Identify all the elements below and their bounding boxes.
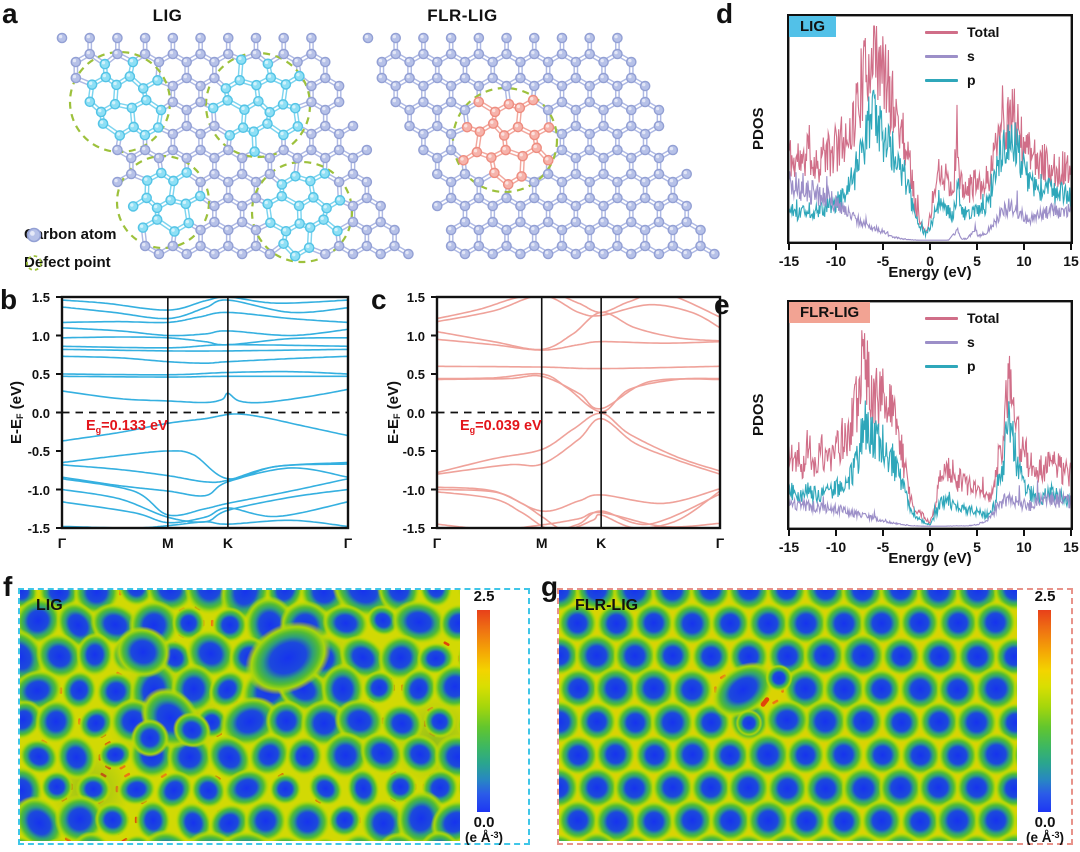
p-line-swatch <box>925 364 958 368</box>
legend-label-defect-point: Defect point <box>24 254 111 271</box>
band-x-tick-b-0: Γ <box>57 535 67 551</box>
band-lines <box>437 297 720 528</box>
band-structure-plot-flr <box>431 295 722 530</box>
band-y-tick-c-2: 0.5 <box>406 367 425 382</box>
pdos-d-legend-total: Total <box>925 24 999 40</box>
density-map-lig-border <box>18 588 530 845</box>
panel-label-f: f <box>3 571 13 602</box>
pdos-x-tick-e-3: 0 <box>926 539 934 555</box>
pdos-e-legend-s: s <box>925 334 975 350</box>
pdos-e-x-axis-label: Energy (eV) <box>888 550 972 567</box>
colorbar-flr-min: 0.0 <box>1034 814 1056 831</box>
legend-label-total: Total <box>967 310 1000 326</box>
pdos-x-tick-d-3: 0 <box>926 253 934 269</box>
panel-label-c: c <box>371 284 387 315</box>
pdos-lig-badge: LIG <box>789 16 836 37</box>
band-y-tick-b-1: 1.0 <box>31 328 50 344</box>
s-line-swatch <box>925 54 958 58</box>
colorbar-lig-min: 0.0 <box>473 814 495 831</box>
band-x-tick-c-1: M <box>535 535 548 551</box>
density-map-flr-border <box>557 588 1073 845</box>
legend-label-s: s <box>967 48 975 64</box>
charge-density-map-flr <box>559 590 1017 841</box>
legend-label-carbon-atom: Carbon atom <box>24 226 117 243</box>
band-y-tick-c-5: -1.0 <box>402 482 425 498</box>
pdos-d-y-axis-label: PDOS <box>750 107 767 151</box>
band-gap-annotation-lig: Eg=0.133 eV <box>86 418 168 435</box>
legend-label-total: Total <box>967 24 1000 40</box>
total-line-swatch <box>925 316 958 320</box>
pdos-d-legend-s: s <box>925 48 975 64</box>
pdos-x-tick-e-1: -10 <box>825 539 847 555</box>
pdos-d-x-axis-label: Energy (eV) <box>888 264 972 281</box>
pdos-x-tick-e-5: 10 <box>1016 539 1032 555</box>
flr-structure-title: FLR-LIG <box>427 6 498 25</box>
band-gap-annotation-flr: Eg=0.039 eV <box>460 418 542 435</box>
band-y-tick-c-4: -0.5 <box>402 444 425 459</box>
pdos-x-tick-d-6: 15 <box>1063 253 1079 269</box>
colorbar-flr-unit: (e Å-3) <box>1025 830 1065 845</box>
pdos-x-tick-d-0: -15 <box>778 253 800 269</box>
band-y-tick-c-6: -1.5 <box>402 521 425 536</box>
density-map-flr-label: FLR-LIG <box>575 597 639 614</box>
pdos-flr-badge: FLR-LIG <box>789 302 871 323</box>
pdos-x-tick-d-1: -10 <box>825 253 847 269</box>
colorbar-lig <box>477 610 490 812</box>
lig-structure-title: LIG <box>152 6 183 25</box>
pdos-x-tick-e-2: -5 <box>876 539 890 555</box>
s-line-swatch <box>925 340 958 344</box>
pdos-plot-lig <box>787 14 1073 252</box>
band-y-tick-b-2: 0.5 <box>31 367 50 382</box>
pdos-x-tick-d-2: -5 <box>876 253 890 269</box>
atom-layer <box>56 32 720 262</box>
pdos-x-tick-d-5: 10 <box>1016 253 1032 269</box>
total-line-swatch <box>925 30 958 34</box>
band-x-tick-b-3: Γ <box>343 535 353 551</box>
pdos-e-legend-total: Total <box>925 310 999 326</box>
pdos-plot-flr <box>787 300 1073 538</box>
band-x-tick-b-1: M <box>161 535 174 551</box>
panel-label-d: d <box>716 0 734 29</box>
pdos-x-tick-e-0: -15 <box>778 539 800 555</box>
band-y-tick-c-1: 1.0 <box>406 328 425 344</box>
colorbar-lig-unit: (e Å-3) <box>464 830 504 845</box>
defect-point-icon <box>26 254 42 271</box>
band-y-tick-b-4: -0.5 <box>27 444 50 459</box>
panel-label-g: g <box>541 571 559 602</box>
pdos-d-legend-p: p <box>925 72 976 88</box>
pdos-e-y-axis-label: PDOS <box>750 393 767 437</box>
lattice-structures-diagram <box>56 32 720 264</box>
colorbar-flr-max: 2.5 <box>1034 588 1056 605</box>
legend-label-s: s <box>967 334 975 350</box>
pdos-x-tick-e-6: 15 <box>1063 539 1079 555</box>
charge-density-map-lig <box>20 590 460 841</box>
p-line-swatch <box>925 78 958 82</box>
legend-row-defect-point: Defect point <box>24 254 111 271</box>
band-x-tick-c-0: Γ <box>432 535 442 551</box>
pdos-x-tick-d-4: 5 <box>973 253 981 269</box>
band-structure-plot-lig <box>56 295 350 530</box>
colorbar-flr <box>1038 610 1051 812</box>
band-y-tick-b-0: 1.5 <box>31 290 50 305</box>
band-y-tick-c-0: 1.5 <box>406 290 425 305</box>
band-y-tick-b-3: 0.0 <box>31 405 50 421</box>
legend-label-p: p <box>967 72 976 88</box>
legend-row-carbon-atom: Carbon atom <box>24 226 117 243</box>
pdos-x-tick-e-4: 5 <box>973 539 981 555</box>
panel-label-a: a <box>2 0 18 29</box>
density-map-lig-label: LIG <box>36 597 63 614</box>
band-x-tick-b-2: K <box>222 535 233 551</box>
band-x-tick-c-2: K <box>596 535 607 551</box>
band-y-tick-b-5: -1.0 <box>27 482 50 498</box>
panel-label-b: b <box>0 284 18 315</box>
band-y-tick-c-3: 0.0 <box>406 405 425 421</box>
pdos-e-legend-p: p <box>925 358 976 374</box>
legend-label-p: p <box>967 358 976 374</box>
band-x-tick-c-3: Γ <box>715 535 725 551</box>
carbon-atom-icon <box>26 227 42 242</box>
colorbar-lig-max: 2.5 <box>473 588 495 605</box>
band-y-tick-b-6: -1.5 <box>27 521 50 536</box>
